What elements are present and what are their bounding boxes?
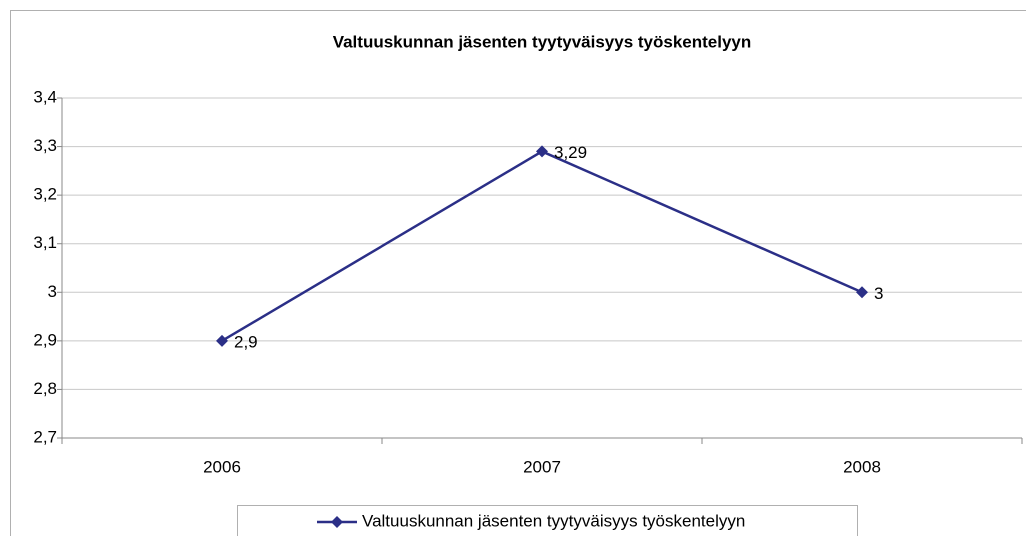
y-tick-label: 2,9 (33, 330, 57, 349)
x-tick-label: 2006 (203, 457, 241, 476)
marker (536, 145, 548, 158)
y-tick-label: 2,8 (33, 379, 57, 398)
y-tick-label: 3,3 (33, 136, 57, 155)
legend-marker (331, 516, 343, 528)
marker (216, 334, 228, 347)
data-label: 2,9 (234, 332, 258, 351)
marker (856, 286, 868, 299)
chart-title: Valtuuskunnan jäsenten tyytyväisyys työs… (333, 32, 752, 51)
data-label: 3 (874, 284, 883, 303)
x-tick-label: 2007 (523, 457, 561, 476)
y-tick-label: 2,7 (33, 427, 57, 446)
y-tick-label: 3,2 (33, 185, 57, 204)
legend-label: Valtuuskunnan jäsenten tyytyväisyys työs… (362, 511, 745, 530)
y-tick-label: 3,4 (33, 87, 57, 106)
y-tick-label: 3 (48, 282, 57, 301)
x-tick-label: 2008 (843, 457, 881, 476)
y-tick-label: 3,1 (33, 233, 57, 252)
data-label: 3,29 (554, 143, 587, 162)
